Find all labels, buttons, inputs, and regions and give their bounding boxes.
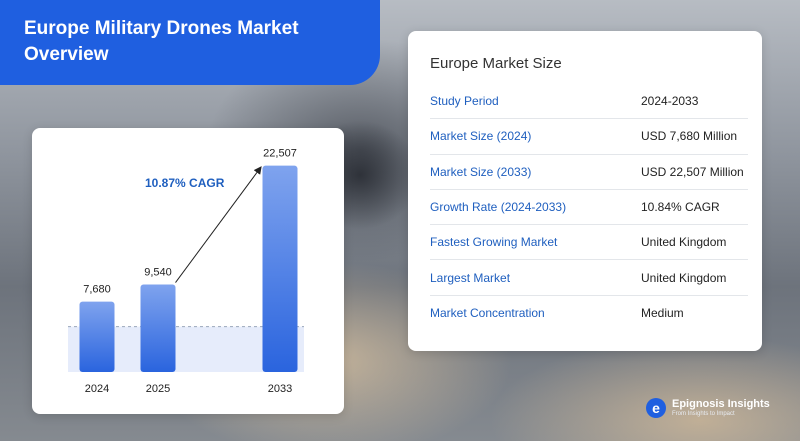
row-label: Market Size (2033): [430, 164, 532, 179]
row-value: 2024-2033: [641, 94, 699, 109]
bar-value-label: 9,540: [144, 267, 172, 279]
row-label: Growth Rate (2024-2033): [430, 200, 567, 215]
logo-mark-icon: e: [646, 398, 666, 418]
row-label: Largest Market: [430, 270, 511, 285]
market-size-card: Europe Market Size Study Period 2024-2033…: [408, 31, 762, 351]
page-title-line1: Europe Military Drones Market: [24, 18, 299, 39]
market-size-row: Market Size (2033) USD 22,507 Million: [430, 155, 748, 190]
row-label: Study Period: [430, 94, 499, 109]
market-size-row: Fastest Growing Market United Kingdom: [430, 225, 748, 261]
market-size-row: Market Concentration Medium: [430, 296, 748, 331]
row-label: Market Concentration: [430, 306, 545, 321]
bar-chart: 7,680 2024 9,540 2025 22,507 2033 10.87% CAGR: [68, 148, 304, 395]
growth-arrow: [175, 166, 262, 283]
row-value: Medium: [641, 306, 684, 321]
row-value: 10.84% CAGR: [641, 200, 720, 215]
x-tick-label: 2033: [268, 383, 292, 395]
x-tick-label: 2025: [146, 383, 170, 395]
bar-value-label: 7,680: [83, 284, 111, 296]
row-label: Fastest Growing Market: [430, 235, 558, 250]
bar-value-label: 22,507: [263, 148, 297, 160]
market-size-row: Growth Rate (2024-2033) 10.84% CAGR: [430, 190, 748, 226]
row-value: USD 7,680 Million: [641, 129, 738, 144]
cagr-annotation: 10.87% CAGR: [145, 176, 225, 190]
logo-name: Epignosis Insights: [672, 398, 770, 410]
chart-card: 7,680 2024 9,540 2025 22,507 2033 10.87% CAGR: [32, 128, 344, 414]
bar-2024: [79, 301, 115, 372]
x-tick-label: 2024: [85, 383, 109, 395]
market-size-row: Study Period 2024-2033: [430, 84, 748, 120]
title-banner: Europe Military Drones Market Overview: [0, 0, 380, 85]
bar-2033: [262, 165, 298, 372]
market-size-row: Largest Market United Kingdom: [430, 260, 748, 296]
page-title-line2: Overview: [24, 44, 109, 65]
market-size-row: Market Size (2024) USD 7,680 Million: [430, 119, 748, 155]
row-value: USD 22,507 Million: [641, 164, 744, 179]
logo-tagline: From Insights to Impact: [672, 411, 735, 417]
market-size-table: Study Period 2024-2033 Market Size (2024) U…: [430, 84, 748, 331]
brand-logo: e Epignosis Insights From Insights to Im…: [646, 393, 776, 423]
row-value: United Kingdom: [641, 235, 727, 250]
row-value: United Kingdom: [641, 270, 727, 285]
market-size-title: Europe Market Size: [430, 55, 562, 72]
row-label: Market Size (2024): [430, 129, 532, 144]
bar-2025: [140, 284, 176, 372]
